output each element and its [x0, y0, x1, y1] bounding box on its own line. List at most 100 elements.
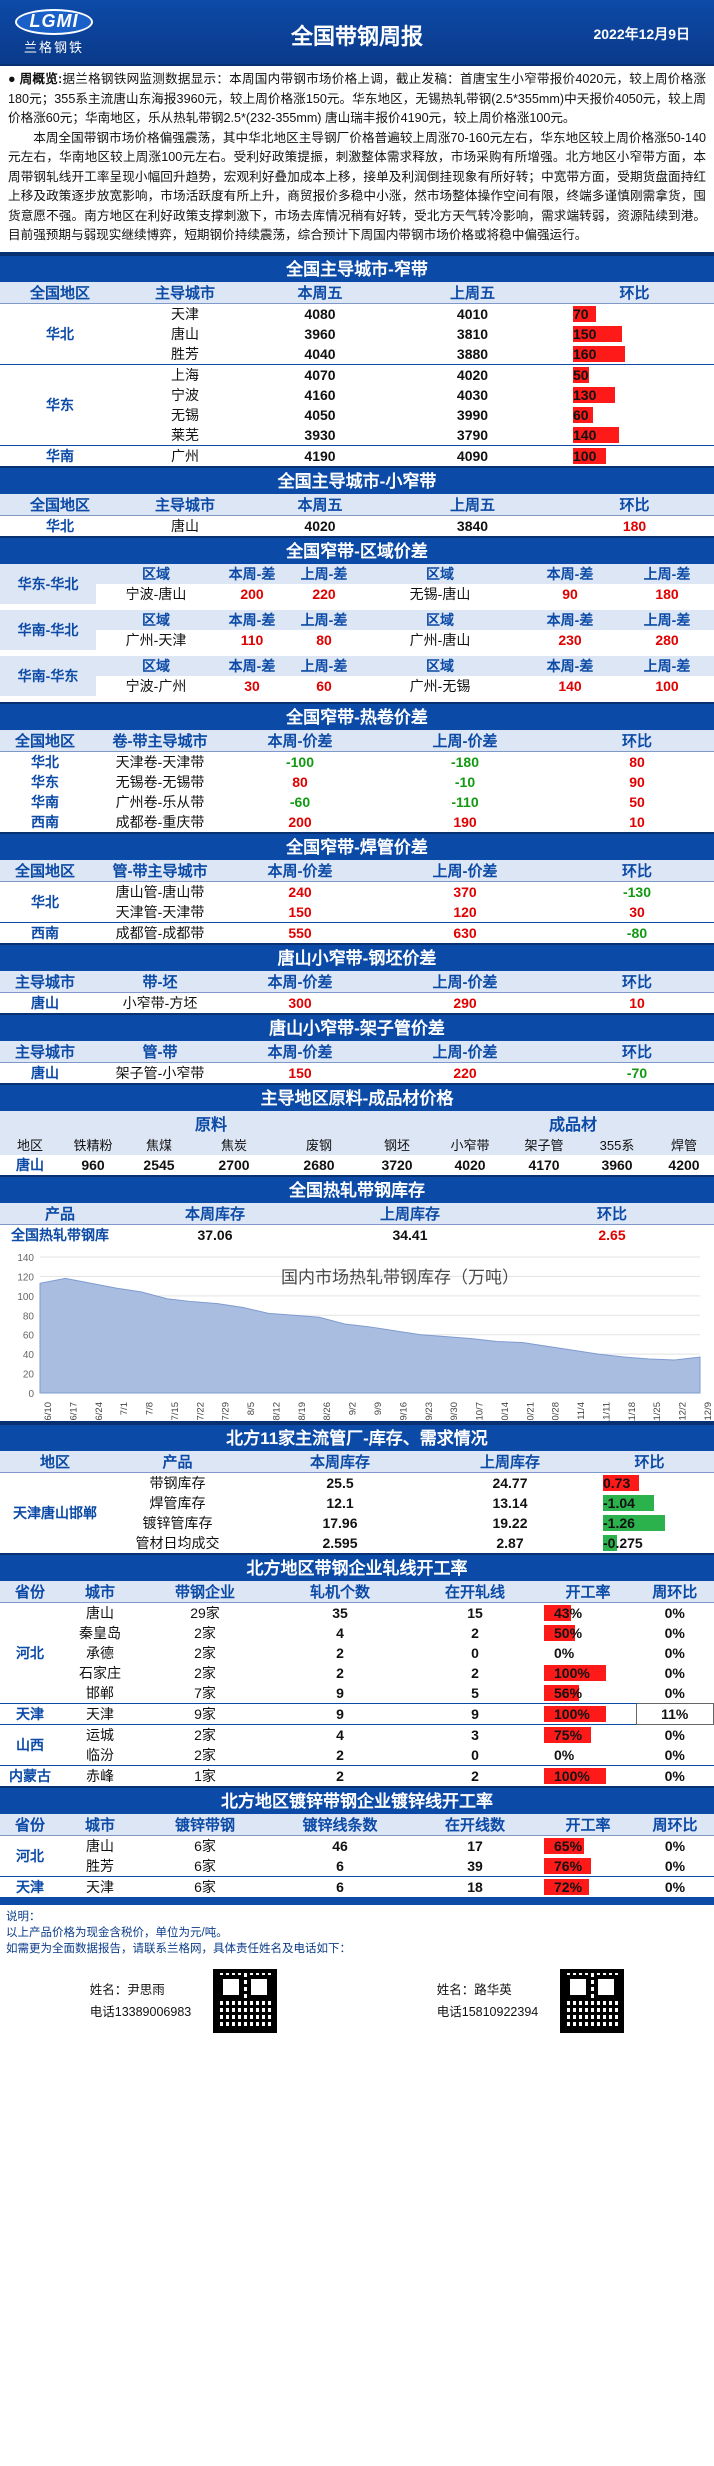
price-cell: 3720: [381, 1156, 413, 1173]
col-header: 上周-差: [643, 611, 691, 628]
rate-bar: [544, 1726, 591, 1743]
col-header: 镀锌线条数: [270, 1813, 410, 1836]
region-cell: 华南: [31, 793, 59, 810]
region-cell: 华东: [0, 363, 120, 445]
col-header: 上周-差: [300, 611, 348, 628]
city-cell: 运城: [60, 1723, 140, 1745]
city-cell: 石家庄: [79, 1664, 121, 1681]
last-week-cell: 100: [655, 677, 679, 694]
diff-value: 100: [573, 447, 597, 464]
col-header: 本周五: [250, 493, 390, 516]
rate-cell: 100%: [540, 1764, 636, 1786]
city-cell: 承德: [86, 1644, 114, 1661]
table-row: 天津唐山邯郸 带钢库存 25.5 24.77 0.73: [0, 1472, 714, 1521]
hot-coil-table: 全国地区 卷-带主导城市 本周-价差 上周-价差 环比 华北 天津卷-天津带 -10…: [0, 729, 714, 832]
rate-cell: 50%: [540, 1623, 636, 1643]
this-week-cell: 140: [558, 677, 582, 694]
count-cell: 6: [336, 1857, 344, 1874]
this-week-cell: 200: [240, 585, 264, 602]
report-title: 全国带钢周报: [290, 24, 423, 49]
col-header: 上周-差: [300, 565, 348, 582]
rate-value: 100%: [554, 1705, 590, 1722]
x-tick-label: 7/8: [145, 1402, 156, 1415]
wow-cell: 0%: [664, 1746, 685, 1763]
x-tick-label: 9/16: [398, 1402, 409, 1421]
last-week-cell: -110: [451, 793, 479, 810]
this-week-cell: 550: [230, 921, 370, 943]
province-cell: 天津: [0, 1875, 60, 1897]
col-header: 开工率: [540, 1580, 636, 1603]
y-tick-label: 140: [17, 1253, 34, 1264]
wow-cell: 0%: [664, 1644, 685, 1661]
diff-cell: 80: [629, 753, 645, 770]
last-week-cell: 24.77: [492, 1474, 528, 1491]
province-cell: 天津: [0, 1702, 60, 1724]
city-cell: 唐山: [86, 1837, 114, 1854]
wow-cell: 0%: [664, 1837, 686, 1854]
table-row: 全国热轧带钢库 37.06 34.41 2.65: [0, 1224, 714, 1245]
region-spread-table: 华东-华北 区域 本周-差 上周-差 区域 本周-差 上周-差 宁波-唐山 200 220 无锡-唐…: [0, 563, 714, 702]
province-cell: 河北: [16, 1644, 44, 1661]
last-week-cell: 34.41: [392, 1226, 428, 1243]
col-header: 铁精粉: [73, 1138, 113, 1153]
col-header: 上周五: [390, 493, 555, 516]
col-header: 主导城市: [120, 281, 250, 304]
count-cell: 2: [270, 1764, 410, 1786]
diff-cell: 10: [629, 813, 645, 830]
col-header: 本周-价差: [230, 970, 370, 993]
rate-value: 0%: [554, 1746, 575, 1763]
col-header: 焦炭: [220, 1138, 247, 1153]
price-cell: 4200: [668, 1156, 700, 1173]
rate-bar: [544, 1878, 589, 1895]
this-week-cell: 12.1: [326, 1494, 354, 1511]
table-row: 天津 天津 9家 9 9 100% 11%: [0, 1702, 714, 1725]
firms-cell: 6家: [194, 1837, 216, 1854]
table-row: 华南 广州卷-乐从带 -60 -110 50: [0, 792, 714, 812]
city-cell: 唐山: [31, 994, 59, 1011]
inventory-table: 产品 本周库存 上周库存 环比 全国热轧带钢库 37.06 34.41 2.65: [0, 1202, 714, 1245]
x-tick-label: 9/30: [449, 1402, 460, 1421]
item-cell: 架子管-小窄带: [115, 1064, 205, 1081]
table-row: 镀锌管库存 17.96 19.22 -1.26: [0, 1513, 714, 1533]
diff-bar: [573, 406, 593, 423]
contact-person-1: 姓名：尹思雨 电话13389006983: [90, 1968, 278, 2033]
section-title-small-narrow: 全国主导城市-小窄带: [0, 465, 714, 494]
count-cell: 2: [336, 1664, 344, 1681]
col-header: 产品: [0, 1202, 120, 1225]
group-name-cell: 华东-华北: [17, 575, 79, 592]
item-cell: 小窄带-方坯: [122, 994, 198, 1011]
diff-cell: 2.65: [598, 1226, 626, 1243]
group-name-cell: 华南-华东: [17, 667, 79, 684]
col-header: 周环比: [636, 1580, 714, 1603]
region-cell: 华东: [31, 773, 59, 790]
price-cell: 4170: [528, 1156, 560, 1173]
open-cell: 3: [410, 1723, 540, 1745]
open-cell: 18: [410, 1875, 540, 1897]
table-row: 胜芳 4040 3880 160: [0, 344, 714, 365]
wow-cell: 0%: [664, 1624, 685, 1641]
table-row: 邯郸 7家 9 5 56% 0%: [0, 1683, 714, 1704]
report-date: 2022年12月9日: [593, 26, 690, 42]
province-cell: 内蒙古: [0, 1764, 60, 1786]
diff-value: 0.73: [603, 1474, 631, 1491]
y-tick-label: 40: [23, 1350, 35, 1361]
region-cell: 华北: [46, 517, 74, 534]
col-header: 上周库存: [435, 1450, 585, 1473]
x-tick-label: 12/9: [703, 1402, 714, 1421]
table-row: 宁波-唐山 200 220 无锡-唐山 90 180: [0, 584, 714, 604]
billet-table: 主导城市 带-坯 本周-价差 上周-价差 环比 唐山 小窄带-方坯 300 29…: [0, 970, 714, 1013]
diff-value: -1.26: [603, 1514, 635, 1531]
city-cell: 广州卷-乐从带: [115, 793, 205, 810]
col-header: 焦煤: [145, 1138, 172, 1153]
col-header: 主导城市: [120, 493, 250, 516]
table-row: 广州-天津 110 80 广州-唐山 230 280: [0, 630, 714, 650]
diff-cell: 130: [555, 385, 714, 405]
diff-cell: 30: [629, 903, 645, 920]
col-header: 焊管: [671, 1138, 698, 1153]
x-tick-label: 6/17: [68, 1402, 79, 1421]
x-tick-label: 7/15: [170, 1402, 181, 1421]
col-header: 管-带: [90, 1040, 230, 1063]
col-header: 环比: [555, 281, 714, 304]
col-header: 管-带主导城市: [90, 859, 230, 882]
last-week-cell: 2.87: [496, 1534, 524, 1551]
